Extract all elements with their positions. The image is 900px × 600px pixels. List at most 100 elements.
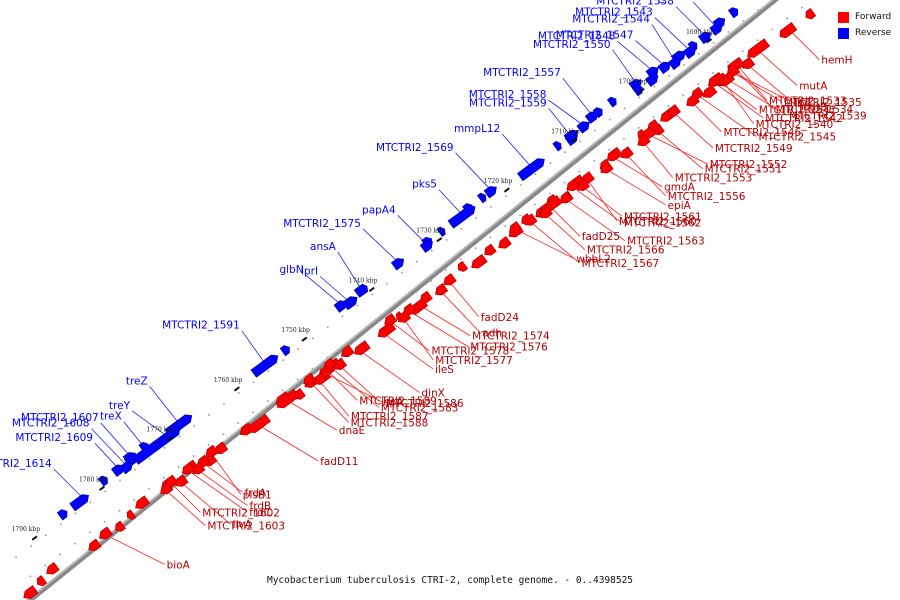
forward-gene-plsb1 <box>205 444 219 458</box>
minor-tick <box>578 170 581 173</box>
forward-gene-label: MTCTRI2_1541 <box>759 105 837 117</box>
reverse-gene-mtctri2-1543 <box>682 46 697 60</box>
forward-gene-label: MTCTRI2_1561 <box>624 211 702 223</box>
reverse-gene-mtctri2-1557 <box>584 111 599 124</box>
minor-tick <box>608 148 610 151</box>
forward-gene-arrow <box>458 260 469 272</box>
forward-gene-mtctri2-1556 <box>620 146 634 159</box>
forward-gene-gmda <box>606 148 621 162</box>
minor-tick <box>178 466 180 468</box>
reverse-gene-arrow <box>552 140 562 152</box>
reverse-leader <box>502 133 533 169</box>
forward-gene-label: MTCTRI2_1542 <box>765 113 843 125</box>
forward-leader <box>696 94 757 137</box>
minor-tick <box>727 61 729 63</box>
scale-tick-mark <box>233 386 240 392</box>
reverse-gene-pks5 <box>447 205 476 229</box>
forward-leader <box>529 220 580 264</box>
reverse-gene-label: treY <box>109 400 131 412</box>
forward-gene-arrow <box>46 562 60 575</box>
scale-tick-mark <box>638 87 645 94</box>
forward-gene-label: MTCTRI2_1603 <box>207 521 285 533</box>
forward-gene-mtctri2-1563 <box>559 191 574 204</box>
reverse-gene-glbn <box>333 300 347 313</box>
minor-tick <box>698 53 700 55</box>
reverse-leader <box>337 251 363 291</box>
forward-gene-label: MTCTRI2_1533 <box>769 96 847 108</box>
forward-gene-label: MTCTRI2_1551 <box>705 164 783 176</box>
reverse-leader <box>91 428 128 467</box>
reverse-gene-mtctri2-1591 <box>250 354 279 378</box>
reverse-leader <box>149 386 181 425</box>
reverse-gene-mtctri2-1547 <box>657 61 671 75</box>
reverse-swatch <box>838 27 849 39</box>
forward-gene-ilva <box>175 474 189 487</box>
minor-tick <box>29 575 32 578</box>
minor-tick <box>519 184 522 186</box>
minor-tick <box>133 499 136 501</box>
minor-tick <box>771 28 774 31</box>
forward-leader <box>180 481 231 525</box>
reverse-gene-label: MTCTRI2_1544 <box>572 13 650 25</box>
reverse-leader <box>131 410 169 438</box>
minor-tick <box>311 367 314 370</box>
forward-leader <box>170 482 201 513</box>
forward-leader <box>514 228 575 260</box>
minor-tick <box>697 83 699 85</box>
forward-gene-label: lipL <box>794 97 812 109</box>
reverse-leader <box>305 274 342 306</box>
forward-leader <box>736 64 768 101</box>
reverse-gene-label: MTCTRI2_1614 <box>0 458 52 470</box>
reverse-gene-mtctri2-1559 <box>564 133 578 147</box>
minor-tick <box>801 6 803 9</box>
forward-gene-iles <box>377 325 391 338</box>
minor-tick <box>208 414 210 416</box>
forward-leader <box>691 101 722 133</box>
scale-label: 1720 kbp <box>484 178 513 185</box>
reverse-gene-mtctri2-1548 <box>645 66 659 80</box>
minor-tick <box>668 74 670 77</box>
scale-tick-mark <box>706 38 713 44</box>
forward-gene-label: mutA <box>799 81 828 93</box>
scale-tick-mark <box>436 237 443 243</box>
minor-tick <box>281 389 284 392</box>
forward-gene-label: MTCTRI2_1566 <box>587 245 665 257</box>
forward-gene-label: adh <box>482 328 502 340</box>
scale-label: 1710 kbp <box>551 128 580 135</box>
forward-gene-label: MTCTRI2_1556 <box>668 191 746 203</box>
forward-leader <box>726 78 788 116</box>
legend-item-reverse: Reverse <box>838 25 900 41</box>
forward-leader <box>733 66 774 110</box>
reverse-gene-label: glbN <box>279 264 303 276</box>
reverse-gene-label: MTCTRI2_1543 <box>575 6 653 18</box>
minor-tick <box>163 446 166 449</box>
minor-tick <box>222 433 225 435</box>
forward-gene-label: MTCTRI2_1549 <box>715 143 793 155</box>
forward-gene-label: MTCTRI2_1534 <box>776 104 854 116</box>
forward-gene-label: fadD11 <box>320 456 358 468</box>
minor-tick <box>712 72 714 74</box>
leader-lines <box>53 1 820 565</box>
minor-tick <box>594 129 596 132</box>
forward-gene-arrow <box>805 8 817 20</box>
reverse-gene-label: MTCTRI2_1609 <box>15 432 93 444</box>
forward-leader <box>419 305 471 336</box>
minor-tick <box>327 326 329 329</box>
reverse-gene-label: MTCTRI2_1591 <box>162 320 240 332</box>
minor-tick <box>712 42 715 44</box>
minor-tick <box>683 64 685 66</box>
minor-tick <box>430 280 432 282</box>
forward-gene-label: MTCTRI2_1576 <box>470 342 548 354</box>
forward-gene-adh <box>435 283 449 296</box>
minor-tick <box>549 192 551 195</box>
reverse-gene-arrow <box>279 345 290 357</box>
scale-tick-mark <box>503 187 510 193</box>
forward-leader <box>713 81 764 119</box>
reverse-gene-label: treX <box>100 411 122 423</box>
reverse-gene-mtctri2-1614 <box>75 494 89 507</box>
minor-tick <box>652 116 655 118</box>
scale-label: 1730 kbp <box>416 228 445 235</box>
forward-leader <box>402 317 434 361</box>
forward-gene-label: frdB <box>250 501 272 513</box>
minor-tick <box>386 282 388 285</box>
